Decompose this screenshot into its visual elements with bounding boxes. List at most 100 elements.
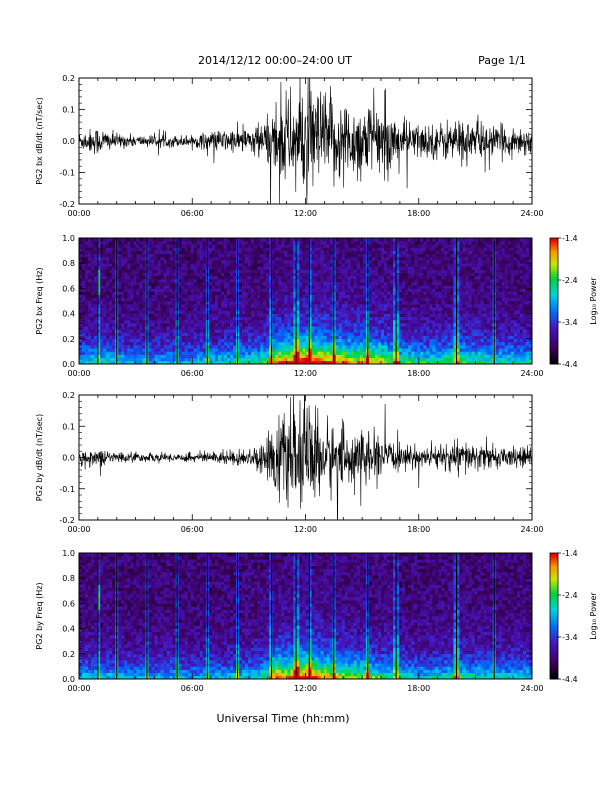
- bx-spectrogram-cell: [193, 335, 198, 340]
- bx-spectrogram-cell: [230, 238, 234, 242]
- bx-spectrogram-cell: [190, 244, 195, 248]
- bx-spectrogram-cell: [157, 253, 161, 258]
- bx-spectrogram-cell: [166, 238, 170, 242]
- bx-spectrogram-cell: [187, 329, 192, 333]
- bx-spectrogram-cell: [130, 348, 134, 352]
- bx-spectrogram-cell: [239, 319, 243, 324]
- bx-spectrogram-cell: [91, 319, 95, 324]
- bx-spectrogram-cell: [272, 360, 276, 365]
- bx-spectrogram-cell: [347, 316, 352, 321]
- bx-spectrogram-cell: [323, 307, 327, 311]
- bx-spectrogram-cell: [251, 291, 255, 295]
- bx-spectrogram-cell: [317, 351, 321, 355]
- bx-spectrogram-cell: [408, 278, 412, 283]
- bx-spectrogram-cell: [293, 345, 297, 349]
- bx-spectrogram-cell: [217, 329, 222, 333]
- bx-spectrogram-cell: [217, 275, 222, 280]
- bx-spectrogram-cell: [163, 244, 167, 248]
- bx-spectrogram-cell: [154, 329, 158, 333]
- bx-spectrogram-cell: [423, 326, 427, 330]
- bx-spectrogram-cell: [266, 332, 270, 336]
- bx-spectrogram-cell: [402, 310, 406, 314]
- bx-spectrogram-cell: [305, 357, 309, 362]
- bx-spectrogram-cell: [302, 247, 306, 251]
- bx-spectrogram-cell: [112, 288, 116, 292]
- bx-spectrogram-cell: [202, 256, 207, 261]
- bx-spectrogram-cell: [332, 294, 336, 299]
- bx-spectrogram-cell: [374, 338, 379, 343]
- bx-spectrogram-cell: [142, 357, 146, 362]
- bx-spectrogram-cell: [278, 345, 282, 349]
- bx-spectrogram-cell: [130, 260, 134, 264]
- bx-spectrogram-cell: [133, 307, 137, 311]
- bx-spectrogram-cell: [414, 323, 418, 327]
- bx-spectrogram-cell: [121, 335, 125, 340]
- bx-spectrogram-cell: [374, 351, 379, 355]
- bx-spectrogram-cell: [335, 266, 340, 270]
- bx-spectrogram-cell: [429, 345, 433, 349]
- bx-spectrogram-cell: [338, 351, 343, 355]
- bx-spectrogram-cell: [208, 319, 213, 324]
- bx-spectrogram-cell: [338, 238, 343, 242]
- bx-spectrogram-cell: [160, 297, 164, 302]
- bx-spectrogram-cell: [317, 272, 321, 277]
- bx-spectrogram-cell: [441, 282, 445, 286]
- bx-spectrogram-cell: [230, 329, 234, 333]
- bx-spectrogram-cell: [341, 348, 346, 352]
- bx-spectrogram-cell: [187, 301, 192, 305]
- bx-spectrogram-cell: [408, 310, 412, 314]
- bx-spectrogram-cell: [423, 263, 427, 267]
- bx-spectrogram-cell: [353, 345, 358, 349]
- bx-spectrogram-cell: [263, 269, 267, 273]
- bx-spectrogram-cell: [106, 266, 110, 270]
- bx-spectrogram-cell: [332, 360, 336, 365]
- bx-spectrogram-cell: [374, 241, 379, 245]
- bx-spectrogram-cell: [287, 332, 291, 336]
- bx-spectrogram-cell: [314, 351, 318, 355]
- bx-spectrogram-cell: [296, 294, 300, 299]
- bx-spectrogram-cell: [269, 260, 273, 264]
- bx-spectrogram-cell: [314, 291, 318, 295]
- bx-spectrogram-cell: [139, 310, 143, 314]
- bx-waveform-ytick-label: 0.2: [62, 74, 75, 83]
- bx-spectrogram-cell: [347, 288, 352, 292]
- bx-spectrogram-cell: [214, 238, 219, 242]
- bx-spectrogram-cell: [257, 253, 261, 258]
- bx-spectrogram-cell: [266, 244, 270, 248]
- bx-spectrogram-cell: [408, 332, 412, 336]
- bx-spectrogram-cell: [323, 304, 327, 308]
- bx-spectrogram-cell: [91, 291, 95, 295]
- bx-spectrogram-cell: [233, 247, 237, 251]
- bx-spectrogram-cell: [441, 332, 445, 336]
- bx-spectrogram-cell: [100, 360, 104, 365]
- bx-spectrogram-cell: [269, 304, 273, 308]
- bx-spectrogram-cell: [208, 332, 213, 336]
- bx-spectrogram-cell: [444, 332, 448, 336]
- bx-spectrogram-cell: [314, 241, 318, 245]
- bx-spectrogram-cell: [217, 335, 222, 340]
- bx-spectrogram-cell: [429, 348, 433, 352]
- bx-spectrogram-cell: [408, 272, 412, 277]
- bx-spectrogram-cell: [441, 297, 445, 302]
- bx-spectrogram-cell: [338, 250, 343, 255]
- bx-spectrogram-cell: [263, 241, 267, 245]
- bx-spectrogram-cell: [350, 260, 355, 264]
- bx-spectrogram-cell: [356, 360, 361, 365]
- bx-spectrogram-cell: [317, 348, 321, 352]
- bx-spectrogram-cell: [187, 310, 192, 314]
- bx-spectrogram-cell: [233, 310, 237, 314]
- bx-spectrogram-cell: [82, 332, 86, 336]
- bx-spectrogram-cell: [359, 316, 364, 321]
- bx-spectrogram-cell: [257, 294, 261, 299]
- bx-spectrogram-cell: [423, 238, 427, 242]
- bx-spectrogram-cell: [317, 269, 321, 273]
- bx-spectrogram-cell: [311, 297, 315, 302]
- bx-spectrogram-cell: [405, 288, 409, 292]
- bx-spectrogram-cell: [169, 297, 173, 302]
- bx-spectrogram-cell: [142, 253, 146, 258]
- bx-spectrogram-cell: [91, 313, 95, 318]
- bx-spectrogram-cell: [106, 316, 110, 321]
- bx-spectrogram-cell: [390, 297, 394, 302]
- bx-spectrogram-cell: [444, 272, 448, 277]
- bx-spectrogram-cell: [172, 323, 176, 327]
